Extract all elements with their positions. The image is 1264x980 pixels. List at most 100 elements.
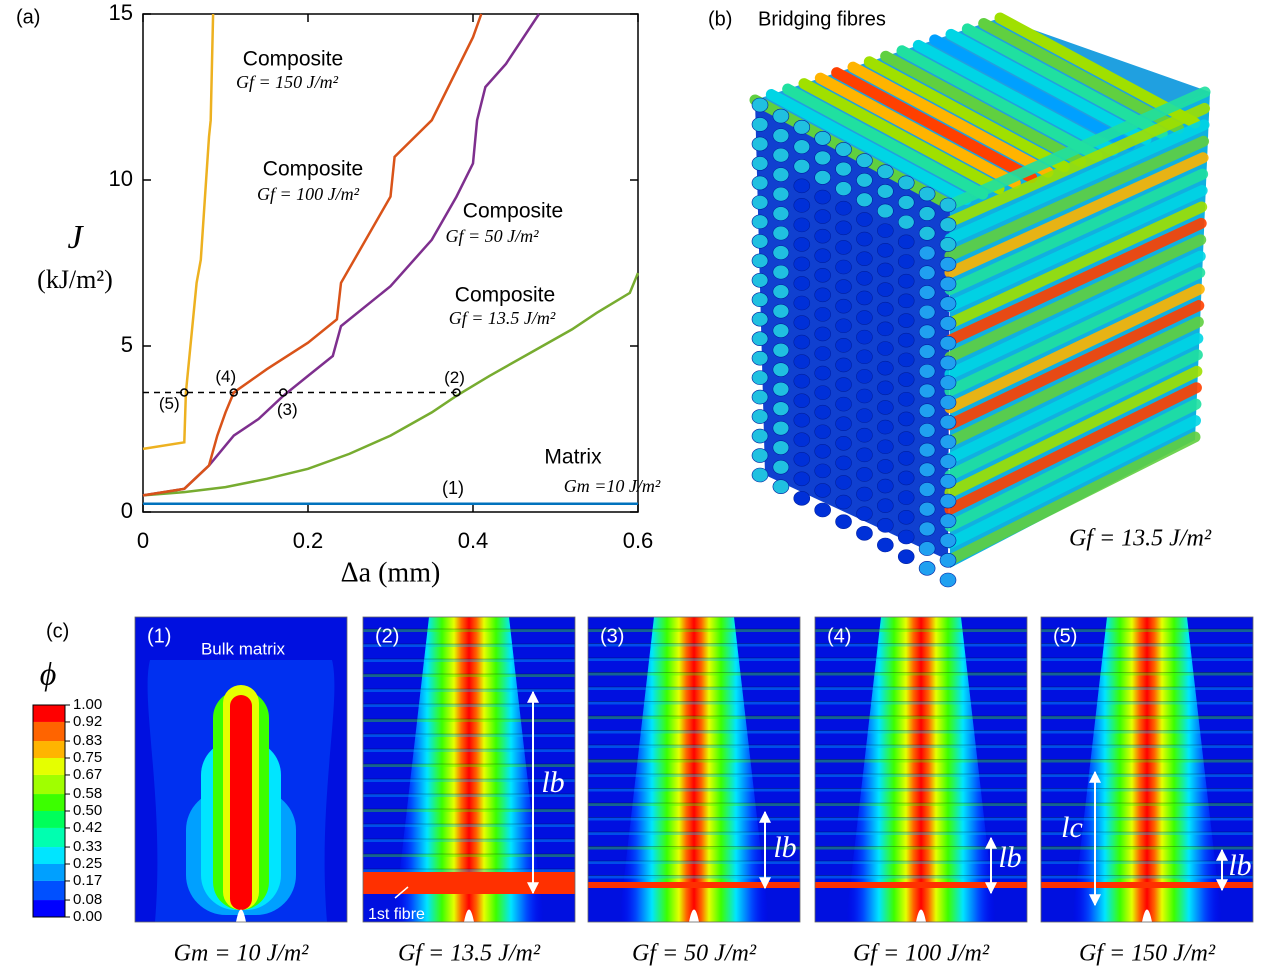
fibre-end xyxy=(856,310,873,325)
fibre-end xyxy=(939,454,957,469)
colorbar-band xyxy=(33,721,65,742)
fibre xyxy=(896,45,1103,162)
fibre xyxy=(944,86,1211,211)
fibre-end xyxy=(772,245,790,260)
fibre-end xyxy=(897,510,915,525)
series-name: Composite xyxy=(463,200,563,223)
fibre-end xyxy=(856,270,873,286)
fibre-end xyxy=(939,513,957,529)
fibre-end xyxy=(814,150,831,166)
fibre-end xyxy=(835,514,852,529)
fibre-end xyxy=(856,388,873,404)
panel-caption: Gf = 13.5 J/m² xyxy=(1069,526,1212,552)
fibre-layer xyxy=(815,701,1027,705)
annotation: lb xyxy=(998,841,1021,874)
fibre-end xyxy=(814,287,831,303)
fibre-end xyxy=(897,411,915,427)
fibre xyxy=(944,382,1202,515)
first-fibre xyxy=(363,872,575,894)
fibre-layer xyxy=(363,779,575,782)
y-tick-label: 10 xyxy=(109,166,133,191)
fibre-layer xyxy=(588,701,800,705)
x-tick-label: 0.6 xyxy=(623,528,654,553)
fibre-end xyxy=(751,117,769,132)
fibre xyxy=(880,50,1087,167)
contour-column xyxy=(619,617,769,922)
fibre-end xyxy=(897,352,915,368)
fibre-end xyxy=(793,295,811,311)
image-frame xyxy=(587,616,801,923)
fibre-layer xyxy=(815,629,1027,632)
fibre-end xyxy=(897,254,915,269)
fibre-end xyxy=(835,377,852,392)
fibre-end xyxy=(897,391,915,407)
fibre xyxy=(944,234,1207,363)
fibre-end xyxy=(835,220,852,236)
fibre-end xyxy=(814,267,831,283)
fibre xyxy=(944,300,1205,431)
fibre-layer xyxy=(363,764,575,767)
fibre-end xyxy=(751,175,769,191)
fibre-end xyxy=(939,217,957,233)
fibre-end xyxy=(835,475,852,490)
fibre-layer xyxy=(815,817,1027,821)
fibre-end xyxy=(772,362,790,377)
fibre-end xyxy=(897,332,915,348)
fibre-layer xyxy=(588,788,800,792)
fibre-end xyxy=(877,262,894,278)
fibre-end xyxy=(877,321,894,337)
colorbar-band xyxy=(33,827,65,848)
fibre-end xyxy=(751,350,769,366)
fibre-end xyxy=(835,161,852,177)
fibre-end xyxy=(793,373,811,389)
fibre-end xyxy=(835,142,852,157)
fibre-layer xyxy=(1041,730,1253,734)
fibre-end xyxy=(751,136,769,152)
fibre-end xyxy=(793,412,811,428)
fibre-end xyxy=(939,276,957,292)
fibre-layer xyxy=(1041,875,1253,879)
data-line xyxy=(142,13,215,451)
fibre-layer xyxy=(1041,643,1253,647)
annotation: lb xyxy=(773,831,796,864)
fibre-end xyxy=(918,245,936,261)
fibre-layer xyxy=(588,687,800,690)
data-line xyxy=(142,13,483,497)
fibre-end xyxy=(918,561,936,576)
x-tick-label: 0 xyxy=(137,528,149,553)
fibre-end xyxy=(856,369,873,384)
fibre-layer xyxy=(1041,832,1253,835)
fibre-end xyxy=(835,338,852,353)
plot-frame xyxy=(142,13,639,513)
fibre-end xyxy=(897,273,915,289)
fibre-end xyxy=(897,431,915,446)
fibre-end xyxy=(897,450,915,466)
fibre-layer xyxy=(588,817,800,821)
fibre-end xyxy=(814,248,831,264)
fibre-layer xyxy=(363,734,575,737)
fibre-end xyxy=(856,467,873,482)
fibre-layer xyxy=(588,803,800,806)
fibre-end xyxy=(772,147,790,163)
point-marker xyxy=(229,388,238,397)
fibre xyxy=(798,78,1005,195)
fibre-end xyxy=(877,459,894,474)
fibre-end xyxy=(772,303,790,319)
fibre-end xyxy=(897,529,915,545)
fibre-end xyxy=(877,184,894,199)
colorbar-tick-label: 0.67 xyxy=(73,766,102,783)
colorbar-tick-label: 0.92 xyxy=(73,713,102,730)
fibre-end xyxy=(814,483,831,498)
colorbar-tick-label: 0.00 xyxy=(73,908,102,925)
fibre-end xyxy=(814,385,831,400)
contour-band xyxy=(230,695,252,910)
fibre-end xyxy=(918,541,936,556)
fibre-end xyxy=(793,256,811,272)
fibre-end xyxy=(772,342,790,358)
fibre xyxy=(944,168,1209,296)
first-fibre xyxy=(1041,882,1253,888)
image-frame xyxy=(814,616,1028,923)
fibre-end xyxy=(856,427,873,443)
fibre-end xyxy=(793,354,811,369)
fibre xyxy=(944,349,1203,481)
